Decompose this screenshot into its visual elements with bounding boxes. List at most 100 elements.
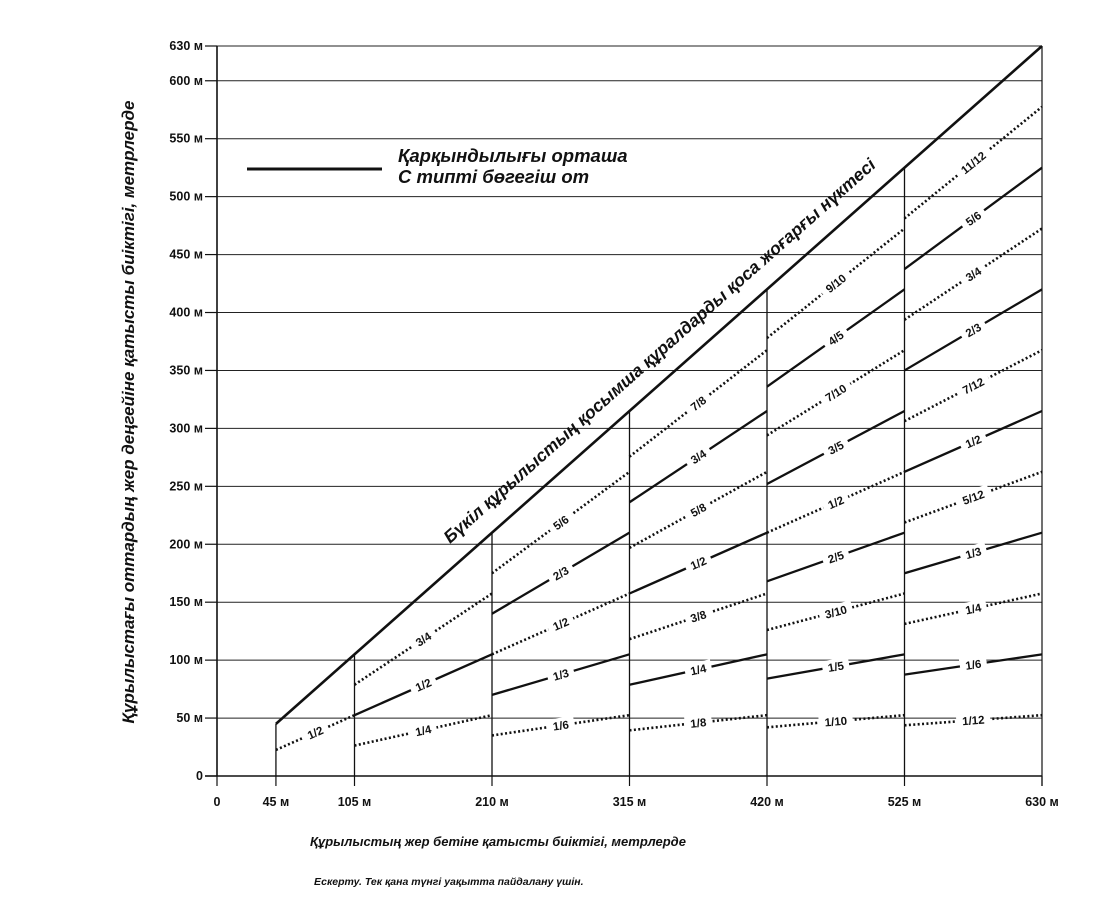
y-tick-label: 300 м: [169, 421, 203, 435]
series-label-group: 4/5: [820, 324, 852, 352]
series-label-bg: [958, 655, 988, 674]
x-tick-label: 525 м: [888, 795, 922, 809]
series-label-1-4: 1/4: [414, 724, 433, 739]
series-label-group: 1/5: [821, 656, 851, 677]
series-label-group: 5/12: [954, 484, 992, 511]
series-label-1-2: 1/2: [306, 725, 325, 742]
series-label-bg: [545, 611, 577, 637]
series-label-group: 1/10: [818, 712, 854, 731]
series-label-bg: [958, 598, 989, 619]
series-line-3-8: [629, 592, 768, 641]
series-label-1-8: 1/8: [690, 717, 708, 731]
series-line-1-12: [904, 713, 1043, 727]
series-label-bg: [957, 429, 989, 454]
y-axis-title: Құрылыстағы оттардың жер деңгейіне қатыс…: [119, 101, 138, 724]
series-lines: [275, 45, 1043, 752]
series-line-3-4: [353, 592, 493, 686]
series-label-bg: [821, 656, 851, 677]
series-label-group: 3/5: [820, 434, 852, 461]
series-label-bg: [820, 434, 852, 461]
series-label-group: 1/2: [299, 720, 331, 745]
y-tick-label: 600 м: [169, 74, 203, 88]
diagonal-max-line: [275, 45, 1043, 725]
series-label-bg: [954, 371, 992, 401]
y-tick-label: 350 м: [169, 363, 203, 377]
legend-line-2: С типті бөгегіш от: [398, 166, 589, 187]
series-label-group: 5/6: [545, 508, 577, 537]
series-label-1-3: 1/3: [964, 546, 983, 562]
series-label-group: 1/3: [545, 663, 576, 686]
series-label-bg: [820, 324, 852, 352]
series-label-bg: [954, 484, 992, 511]
diagonal-label: Бүкіл құрылыстың қосымша құралдарды қоса…: [439, 154, 880, 547]
series-label-group: 1/4: [683, 659, 714, 680]
y-tick-label: 200 м: [169, 537, 203, 551]
series-label-bg: [684, 713, 713, 732]
y-tick-label: 450 м: [169, 248, 203, 262]
section-boundaries: [275, 167, 906, 776]
x-axis-title: Құрылыстың жер бетіне қатысты биіктігі, …: [310, 834, 686, 849]
series-label-bg: [957, 204, 989, 233]
series-label-bg: [958, 541, 989, 564]
series-label-group: 1/4: [958, 598, 989, 619]
series-label-group: 1/2: [682, 550, 714, 576]
y-tick-label: 100 м: [169, 653, 203, 667]
series-label-1-2: 1/2: [552, 616, 571, 633]
series-label-group: 1/2: [545, 611, 577, 637]
series-label-group: 1/3: [958, 541, 989, 564]
y-tick-label: 630 м: [169, 39, 203, 53]
series-label-bg: [299, 720, 331, 745]
x-tick-label: 45 м: [263, 795, 290, 809]
series-label-3-8: 3/8: [689, 609, 709, 626]
y-tick-label: 0: [196, 769, 203, 783]
series-label-1-3: 1/3: [552, 668, 571, 684]
series-label-group: 1/2: [957, 429, 989, 454]
x-tick-label: 315 м: [613, 795, 647, 809]
series-label-bg: [682, 496, 714, 523]
series-label-bg: [407, 625, 439, 653]
series-label-bg: [955, 711, 991, 729]
series-label-group: 3/10: [817, 600, 855, 624]
series-label-bg: [407, 672, 439, 698]
series-label-bg: [545, 508, 577, 537]
x-tick-label: 420 м: [750, 795, 784, 809]
series-label-group: 1/8: [684, 713, 713, 732]
series-label-bg: [546, 715, 576, 735]
y-tick-label: 400 м: [169, 306, 203, 320]
series-label-group: 7/12: [954, 371, 992, 401]
x-tick-label: 105 м: [338, 795, 372, 809]
footnote: Ескерту. Тек қана түнгі уақытта пайдалан…: [314, 876, 584, 888]
y-tick-label: 250 м: [169, 479, 203, 493]
series-label-1-5: 1/5: [827, 660, 845, 675]
series-label-1-6: 1/6: [965, 659, 983, 673]
series-label-1-2: 1/2: [964, 434, 983, 451]
series-label-group: 1/6: [546, 715, 576, 735]
series-label-group: 1/4: [408, 720, 439, 741]
series-label-group: 3/4: [407, 625, 439, 653]
series-label-bg: [957, 316, 989, 344]
tick-labels: 0 50 м 100 м 150 м 200 м 250 м 300 м 350 м 400 м…: [169, 39, 1058, 809]
series-label-group: 3/4: [957, 260, 989, 288]
series-label-group: 11/12: [952, 143, 994, 182]
series-label-bg: [817, 600, 855, 624]
series-line-1-8: [629, 713, 768, 732]
series-label-group: 2/3: [957, 316, 989, 344]
series-line-9-10: [766, 227, 906, 340]
series-label-bg: [683, 389, 714, 418]
series-label-bg: [817, 266, 854, 300]
series-line-3-4: [903, 227, 1043, 321]
series-label-bg: [957, 260, 989, 288]
series-label-bg: [820, 489, 852, 515]
series-label-group: 2/5: [820, 545, 852, 569]
legend-line-1: Қарқындылығы орташа: [398, 145, 628, 166]
series-label-1-2: 1/2: [689, 555, 708, 572]
y-tick-label: 150 м: [169, 595, 203, 609]
series-label-1-6: 1/6: [552, 719, 570, 733]
series-label-bg: [408, 720, 439, 741]
series-label-group: 5/6: [957, 204, 989, 233]
series-labels: 1/2 1/4 1/2 3/4 1/6 1/3 1/2 2/3 5/6 1/8 1/4 3/8 1/2 5…: [299, 143, 994, 745]
legend: Қарқындылығы орташа С типті бөгегіш от: [247, 145, 628, 187]
series-label-bg: [545, 663, 576, 686]
series-line-1-10: [766, 713, 905, 729]
